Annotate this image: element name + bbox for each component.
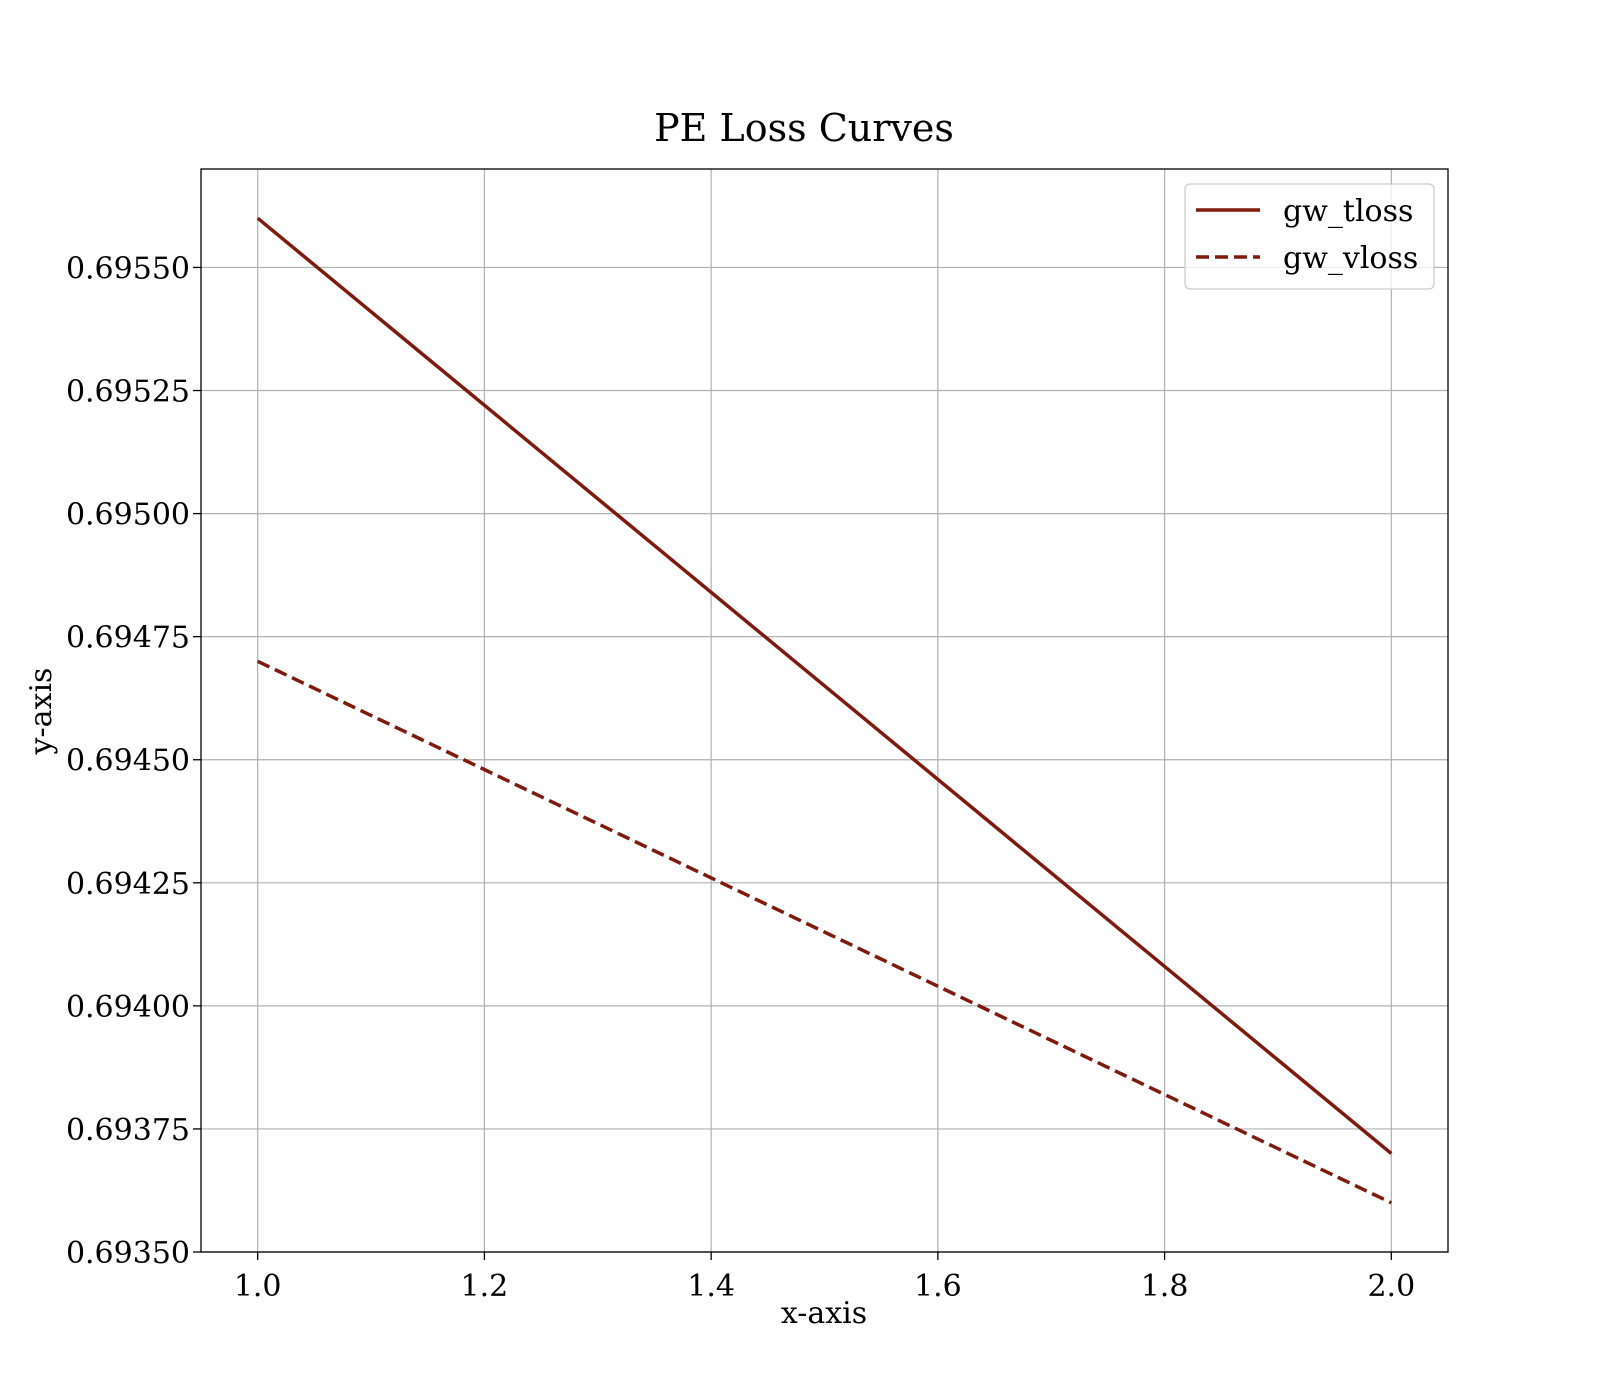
legend-label-gw-tloss: gw_tloss — [1283, 194, 1413, 229]
y-tick-label: 0.69525 — [66, 375, 190, 410]
series-line-gw-tloss — [256, 216, 1393, 1155]
y-tick-label: 0.69475 — [66, 621, 190, 656]
legend-label-gw-vloss: gw_vloss — [1283, 241, 1418, 276]
y-tick-label: 0.69375 — [66, 1113, 190, 1148]
grid — [201, 169, 1448, 1253]
y-axis-label: y-axis — [24, 668, 59, 756]
x-tick-label: 1.8 — [1141, 1269, 1189, 1304]
legend: gw_tloss gw_vloss — [1184, 183, 1435, 290]
x-tick-label: 1.2 — [461, 1269, 509, 1304]
y-tick-label: 0.69450 — [66, 744, 190, 779]
plot-area-frame — [200, 168, 1449, 1253]
y-tick-label: 0.69350 — [66, 1236, 190, 1271]
series-lines — [256, 216, 1393, 1205]
y-tick-label: 0.69500 — [66, 498, 190, 533]
y-tick-label: 0.69425 — [66, 867, 190, 902]
y-tick-label: 0.69400 — [66, 990, 190, 1025]
x-axis-ticks: 1.0 1.2 1.4 1.6 1.8 2.0 — [234, 1252, 1415, 1304]
x-tick-label: 1.0 — [234, 1269, 282, 1304]
y-tick-label: 0.69550 — [66, 251, 190, 286]
series-line-gw-vloss — [256, 659, 1393, 1205]
x-tick-label: 1.6 — [914, 1269, 962, 1304]
x-axis-label: x-axis — [781, 1296, 867, 1331]
x-tick-label: 1.4 — [687, 1269, 735, 1304]
x-tick-label: 2.0 — [1367, 1269, 1415, 1304]
chart-title: PE Loss Curves — [654, 106, 954, 150]
y-axis-ticks: 0.69350 0.69375 0.69400 0.69425 0.69450 0.694… — [66, 251, 201, 1271]
